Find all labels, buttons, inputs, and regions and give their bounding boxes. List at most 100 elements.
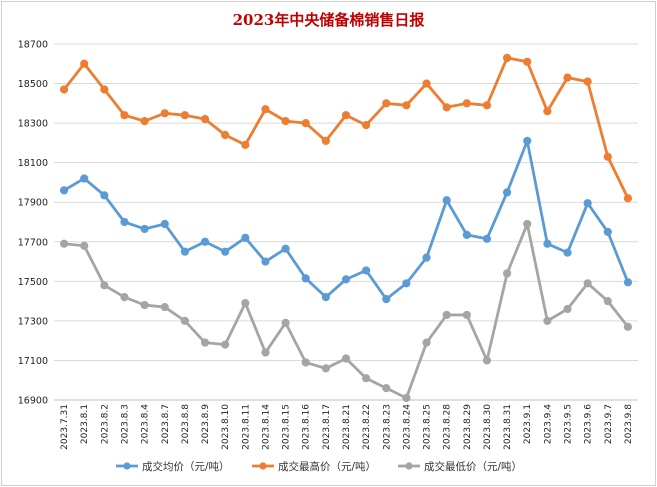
- data-point: [503, 188, 512, 197]
- x-tick-label: 2023.7.31: [60, 404, 70, 450]
- data-point: [442, 310, 451, 320]
- x-tick-label: 2023.8.29: [463, 404, 473, 450]
- data-point: [301, 358, 310, 367]
- data-point: [523, 136, 532, 146]
- data-point: [80, 241, 89, 250]
- data-point: [241, 233, 250, 242]
- chart-title: 2023年中央储备棉销售日报: [232, 11, 425, 29]
- data-point: [59, 85, 69, 94]
- x-tick-label: 2023.9.8: [624, 404, 634, 444]
- data-point: [603, 227, 612, 236]
- data-point: [321, 136, 330, 146]
- data-point: [422, 79, 431, 88]
- y-tick-label: 17700: [18, 237, 48, 248]
- y-tick-label: 17100: [18, 356, 48, 367]
- data-point: [503, 269, 512, 278]
- data-point: [59, 186, 69, 195]
- data-point: [583, 199, 592, 208]
- x-tick-label: 2023.9.1: [523, 404, 533, 444]
- data-point: [543, 107, 552, 116]
- data-point: [341, 111, 351, 120]
- x-tick-label: 2023.8.25: [423, 404, 433, 450]
- data-point: [402, 393, 411, 403]
- x-tick-label: 2023.8.17: [322, 404, 332, 450]
- data-point: [120, 293, 129, 302]
- x-tick-label: 2023.8.22: [362, 404, 372, 450]
- data-point: [402, 101, 411, 110]
- data-point: [362, 120, 371, 130]
- legend-marker: [123, 462, 131, 470]
- data-point: [482, 356, 492, 365]
- y-tick-label: 18100: [18, 158, 48, 169]
- data-point: [140, 224, 149, 234]
- data-point: [301, 274, 310, 283]
- data-point: [281, 117, 290, 126]
- x-tick-label: 2023.8.11: [241, 404, 251, 450]
- x-tick-label: 2023.8.28: [443, 404, 453, 450]
- x-tick-label: 2023.8.8: [181, 404, 191, 444]
- x-tick-label: 2023.8.15: [282, 404, 292, 450]
- data-point: [160, 109, 169, 118]
- legend-marker: [259, 462, 267, 470]
- data-point: [261, 105, 270, 114]
- data-point: [120, 111, 129, 120]
- y-tick-label: 17500: [18, 277, 48, 288]
- data-point: [382, 295, 391, 304]
- data-point: [563, 304, 572, 314]
- data-point: [301, 119, 310, 128]
- data-point: [100, 191, 109, 200]
- data-point: [180, 111, 189, 120]
- y-tick-label: 16900: [18, 396, 48, 407]
- data-point: [603, 152, 612, 161]
- data-point: [583, 77, 592, 86]
- data-point: [482, 234, 492, 243]
- data-point: [563, 248, 572, 257]
- x-tick-label: 2023.8.16: [302, 404, 312, 450]
- x-tick-label: 2023.8.23: [382, 404, 392, 450]
- data-point: [80, 59, 89, 68]
- data-point: [623, 278, 633, 287]
- data-point: [160, 302, 169, 312]
- x-tick-label: 2023.8.30: [483, 404, 493, 450]
- data-point: [140, 300, 149, 310]
- data-point: [543, 239, 552, 248]
- x-tick-label: 2023.8.7: [161, 404, 171, 444]
- data-point: [100, 281, 109, 290]
- x-tick-label: 2023.8.10: [221, 404, 231, 450]
- data-point: [623, 322, 633, 331]
- y-tick-label: 17900: [18, 198, 48, 209]
- series-line-2: [63, 222, 630, 400]
- data-point: [583, 279, 592, 288]
- data-point: [341, 275, 351, 284]
- x-tick-label: 2023.8.3: [120, 404, 130, 444]
- data-point: [180, 247, 189, 256]
- data-point: [100, 85, 109, 94]
- legend-label: 成交均价（元/吨）: [142, 460, 230, 473]
- data-point: [120, 217, 129, 227]
- x-tick-label: 2023.8.2: [100, 404, 110, 444]
- data-point: [402, 279, 411, 288]
- data-point: [261, 257, 270, 266]
- data-point: [80, 174, 89, 183]
- data-point: [281, 244, 290, 253]
- data-point: [563, 73, 572, 82]
- data-point: [362, 374, 371, 383]
- data-point: [422, 253, 431, 262]
- x-tick-label: 2023.9.4: [543, 404, 553, 444]
- data-point: [221, 340, 230, 349]
- data-point: [462, 99, 471, 108]
- data-point: [362, 266, 371, 275]
- data-point: [482, 101, 492, 110]
- data-point: [241, 298, 250, 308]
- data-point: [382, 99, 391, 108]
- x-tick-label: 2023.8.4: [141, 404, 151, 444]
- data-point: [543, 316, 552, 325]
- x-tick-label: 2023.8.21: [342, 404, 352, 450]
- y-tick-label: 18700: [18, 40, 48, 51]
- x-tick-label: 2023.8.14: [261, 404, 271, 450]
- data-point: [422, 338, 431, 347]
- data-point: [462, 310, 471, 320]
- data-point: [281, 318, 290, 327]
- y-tick-label: 18500: [18, 79, 48, 90]
